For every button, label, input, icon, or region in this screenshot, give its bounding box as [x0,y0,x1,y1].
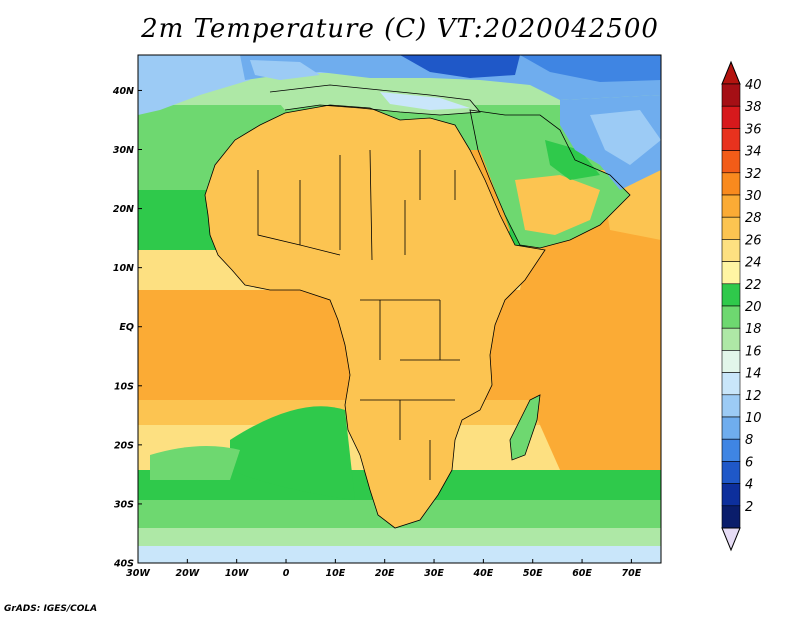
y-tick-label: 40N [112,86,134,97]
colorbar-swatch [721,305,741,329]
colorbar-label: 24 [745,256,762,271]
x-tick-label: 10E [325,568,345,579]
colorbar-label: 30 [745,189,762,204]
colorbar-label: 20 [745,300,762,315]
colorbar-label: 38 [745,100,762,115]
colorbar-swatch [721,194,741,218]
colorbar-swatch [721,483,741,507]
plot-frame [137,54,662,564]
colorbar-label: 32 [745,167,762,182]
colorbar-swatch [721,283,741,307]
grads-credit: GrADS: IGES/COLA [4,604,98,614]
colorbar-label: 40 [745,78,762,93]
x-tick-label: 20E [375,568,395,579]
colorbar-swatch [721,372,741,396]
y-tick-label: EQ [119,322,134,333]
x-tick-label: 40E [473,568,494,579]
colorbar-label: 14 [745,367,762,382]
colorbar-label: 28 [745,211,762,226]
colorbar-swatch [721,83,741,107]
x-tick-label: 10W [225,568,249,579]
x-axis: 30W 20W 10W 0 10E 20E 30E 40E 50E 60E 70E [126,559,642,579]
y-tick-label: 40S [113,559,134,570]
x-tick-label: 20W [175,568,199,579]
colorbar-under-arrow [721,527,741,552]
y-tick-label: 10S [114,381,134,392]
colorbar-legend: 40 38 36 34 32 30 28 26 24 22 20 18 16 14 12 10 8 6 4 2 [721,60,762,552]
colorbar-swatch [721,327,741,351]
x-tick-label: 30W [126,568,150,579]
colorbar-swatch [721,239,741,262]
colorbar-swatch [721,261,741,285]
x-tick-label: 30E [424,568,444,579]
y-tick-label: 30N [113,145,134,156]
colorbar-swatch [721,394,741,418]
colorbar-swatch [721,105,741,129]
y-tick-label: 20S [114,440,134,451]
colorbar-swatch [721,128,741,151]
colorbar-label: 10 [745,411,762,426]
colorbar-label: 18 [745,322,762,337]
colorbar-label: 16 [745,344,762,359]
colorbar-label: 4 [745,478,753,493]
colorbar-swatch [721,216,741,240]
x-tick-label: 50E [523,568,543,579]
coastlines [204,84,631,529]
colorbar-swatch [721,416,741,440]
colorbar-swatch [721,461,741,484]
y-tick-label: 10N [113,263,134,274]
colorbar-label: 22 [745,278,762,293]
colorbar-label: 8 [745,433,753,448]
x-tick-label: 70E [622,568,642,579]
colorbar-label: 26 [745,233,762,248]
colorbar-label: 34 [745,145,762,160]
colorbar-label: 12 [745,389,762,404]
colorbar-swatch [721,172,741,196]
colorbar-swatch [721,150,741,174]
y-tick-label: 20N [113,204,134,215]
x-tick-label: 60E [572,568,592,579]
map-title: 2m Temperature (C) VT:2020042500 [141,14,659,44]
colorbar-swatch [721,350,741,373]
colorbar-label: 2 [745,500,753,515]
y-tick-label: 30S [114,499,134,510]
colorbar-swatch [721,438,741,462]
colorbar-label: 36 [745,122,762,137]
colorbar-swatch [721,505,741,529]
x-tick-label: 0 [283,568,290,579]
y-axis: 40N 30N 20N 10N EQ 10S 20S 30S 40S [112,86,142,570]
colorbar-label: 6 [745,455,753,470]
colorbar-over-arrow [721,60,741,85]
